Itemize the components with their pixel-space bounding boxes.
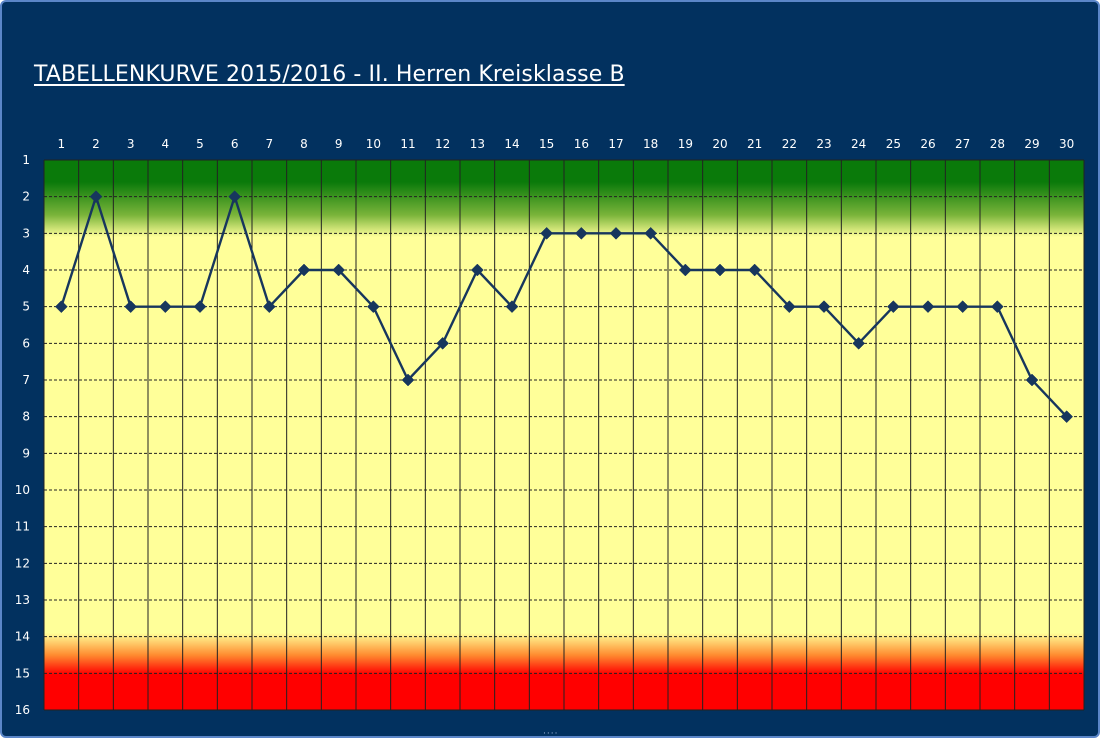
y-tick-label: 13: [15, 593, 30, 607]
x-tick-label: 9: [335, 137, 343, 151]
data-point-marker: [609, 226, 623, 240]
data-point-marker: [366, 300, 380, 314]
x-tick-label: 21: [747, 137, 762, 151]
y-tick-label: 14: [15, 630, 30, 644]
x-tick-label: 7: [266, 137, 274, 151]
data-point-marker: [89, 190, 103, 204]
x-tick-label: 24: [851, 137, 866, 151]
data-point-marker: [124, 300, 138, 314]
x-tick-label: 3: [127, 137, 135, 151]
data-point-marker: [1025, 373, 1039, 387]
y-tick-label: 9: [22, 446, 30, 460]
data-point-marker: [470, 263, 484, 277]
resize-grip[interactable]: ····: [543, 729, 559, 738]
x-tick-label: 15: [539, 137, 554, 151]
y-tick-label: 11: [15, 520, 30, 534]
data-point-marker: [817, 300, 831, 314]
data-point-marker: [678, 263, 692, 277]
x-tick-label: 26: [920, 137, 935, 151]
x-tick-label: 23: [816, 137, 831, 151]
data-point-marker: [956, 300, 970, 314]
y-tick-label: 2: [22, 190, 30, 204]
x-tick-label: 6: [231, 137, 239, 151]
data-point-marker: [748, 263, 762, 277]
data-point-marker: [1060, 410, 1074, 424]
data-point-marker: [54, 300, 68, 314]
data-point-marker: [713, 263, 727, 277]
y-tick-label: 5: [22, 300, 30, 314]
x-tick-label: 4: [162, 137, 170, 151]
data-point-marker: [852, 336, 866, 350]
y-tick-label: 3: [22, 226, 30, 240]
data-point-marker: [193, 300, 207, 314]
chart-title: TABELLENKURVE 2015/2016 - II. Herren Kre…: [34, 62, 625, 87]
series-position: [54, 190, 1074, 424]
x-tick-labels: 1 2 3 4 5 6 7 8 9 10 11 12 13 14 15 16 17 18 19 20 21 22 23 24 2…: [58, 137, 1075, 151]
x-tick-label: 28: [990, 137, 1005, 151]
x-tick-label: 22: [782, 137, 797, 151]
data-point-marker: [644, 226, 658, 240]
x-tick-label: 18: [643, 137, 658, 151]
x-tick-label: 10: [366, 137, 381, 151]
x-tick-label: 29: [1024, 137, 1039, 151]
data-point-marker: [990, 300, 1004, 314]
x-tick-label: 13: [470, 137, 485, 151]
x-tick-label: 8: [300, 137, 308, 151]
x-tick-label: 27: [955, 137, 970, 151]
x-tick-label: 2: [92, 137, 100, 151]
x-tick-label: 30: [1059, 137, 1074, 151]
data-point-marker: [297, 263, 311, 277]
x-tick-label: 25: [886, 137, 901, 151]
data-point-marker: [921, 300, 935, 314]
x-tick-label: 11: [400, 137, 415, 151]
data-point-marker: [886, 300, 900, 314]
data-point-marker: [332, 263, 346, 277]
x-tick-label: 16: [574, 137, 589, 151]
y-tick-label: 8: [22, 410, 30, 424]
x-tick-label: 1: [58, 137, 66, 151]
x-tick-label: 19: [678, 137, 693, 151]
data-point-marker: [262, 300, 276, 314]
x-tick-label: 20: [712, 137, 727, 151]
data-point-marker: [401, 373, 415, 387]
y-tick-label: 10: [15, 483, 30, 497]
y-tick-label: 16: [15, 703, 30, 717]
x-tick-label: 5: [196, 137, 204, 151]
x-tick-label: 12: [435, 137, 450, 151]
data-point-marker: [158, 300, 172, 314]
y-tick-label: 6: [22, 336, 30, 350]
y-tick-label: 1: [22, 153, 30, 167]
y-tick-label: 7: [22, 373, 30, 387]
y-tick-label: 15: [15, 666, 30, 680]
data-point-marker: [436, 336, 450, 350]
data-point-marker: [574, 226, 588, 240]
data-point-marker: [540, 226, 554, 240]
x-tick-label: 14: [504, 137, 519, 151]
data-point-marker: [505, 300, 519, 314]
data-point-marker: [228, 190, 242, 204]
y-tick-label: 4: [22, 263, 30, 277]
y-tick-label: 12: [15, 556, 30, 570]
data-point-marker: [782, 300, 796, 314]
x-tick-label: 17: [608, 137, 623, 151]
